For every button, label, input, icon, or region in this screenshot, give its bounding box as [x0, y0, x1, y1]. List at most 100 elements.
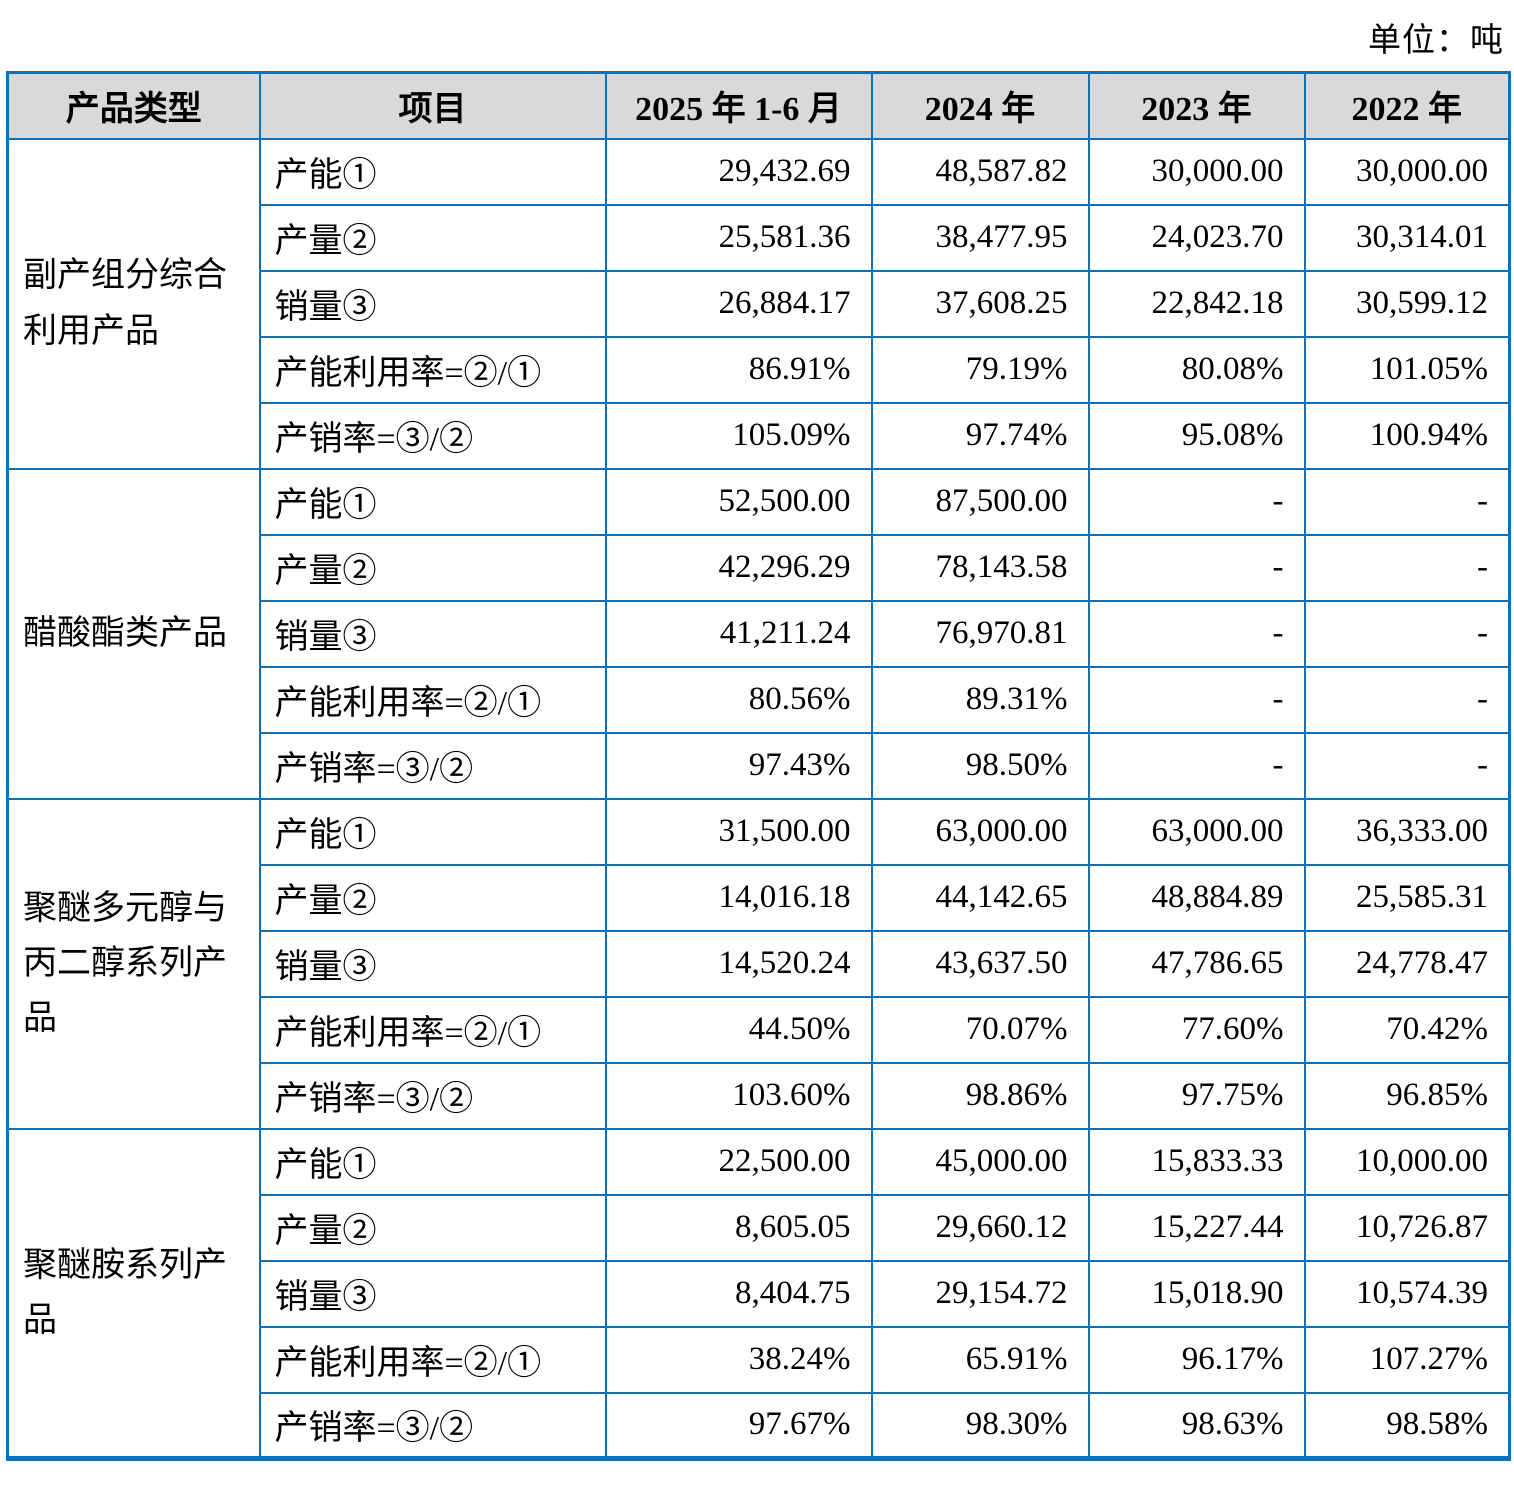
value-cell: 42,296.29	[604, 533, 873, 602]
value-cell: 98.30%	[870, 1391, 1090, 1460]
table-row: 产能利用率=②/① 38.24% 65.91% 96.17% 107.27%	[8, 1325, 1511, 1394]
value-cell: 36,333.00	[1303, 797, 1511, 866]
item-cell: 产销率=③/②	[258, 401, 607, 470]
value-cell: 65.91%	[870, 1325, 1090, 1394]
value-cell: 98.86%	[870, 1061, 1090, 1130]
value-cell: 29,660.12	[870, 1193, 1090, 1262]
value-cell: 79.19%	[870, 335, 1090, 404]
value-cell: 45,000.00	[870, 1127, 1090, 1196]
table-row: 产量② 14,016.18 44,142.65 48,884.89 25,585.31	[8, 863, 1511, 932]
value-cell: 97.74%	[870, 401, 1090, 470]
table-row: 醋酸酯类产品 产能① 52,500.00 87,500.00- -	[6, 467, 1511, 800]
value-cell: 86.91%	[604, 335, 873, 404]
value-cell: 48,587.82	[870, 137, 1090, 206]
value-cell: 38.24%	[604, 1325, 873, 1394]
value-cell: 77.60%	[1087, 995, 1306, 1064]
value-cell: 29,432.69	[604, 137, 873, 206]
value-cell: 103.60%	[604, 1061, 873, 1130]
value-cell: 97.67%	[604, 1391, 873, 1460]
value-cell: 80.56%	[604, 665, 873, 734]
value-cell: 14,016.18	[604, 863, 873, 932]
value-cell: 10,726.87	[1303, 1193, 1511, 1262]
item-cell: 产能利用率=②/①	[258, 995, 607, 1064]
value-cell: 87,500.00	[870, 467, 1090, 536]
value-cell: 30,599.12	[1303, 269, 1511, 338]
product-type-cell: 醋酸酯类产品	[6, 467, 261, 800]
item-cell: 销量③	[258, 599, 607, 668]
item-cell: 产销率=③/②	[258, 1391, 607, 1460]
value-cell: -	[1087, 665, 1306, 734]
table-row: 聚醚多元醇与丙二醇系列产品 产能① 31,500.00 63,000.00 63,000…	[6, 797, 1511, 1130]
value-cell: 98.58%	[1303, 1391, 1511, 1460]
table-row: 产销率=③/② 103.60% 98.86% 97.75% 96.85%	[8, 1061, 1511, 1130]
table-row: 销量③ 26,884.17 37,608.25 22,842.18 30,599.12	[8, 269, 1511, 338]
value-cell: 10,000.00	[1303, 1127, 1511, 1196]
product-type-cell: 聚醚多元醇与丙二醇系列产品	[6, 797, 261, 1130]
item-cell: 产能利用率=②/①	[258, 1325, 607, 1394]
value-cell: 31,500.00	[604, 797, 873, 866]
table-row: 产量② 8,605.05 29,660.12 15,227.44 10,726.87	[8, 1193, 1511, 1262]
table-row: 产销率=③/② 97.67% 98.30% 98.63% 98.58%	[8, 1391, 1511, 1460]
value-cell: 15,833.33	[1087, 1127, 1306, 1196]
column-header-2024: 2024 年	[870, 71, 1090, 140]
value-cell: -	[1303, 467, 1511, 536]
value-cell: 78,143.58	[870, 533, 1090, 602]
value-cell: 15,018.90	[1087, 1259, 1306, 1328]
value-cell: 43,637.50	[870, 929, 1090, 998]
item-cell: 产销率=③/②	[258, 1061, 607, 1130]
table-body: 副产组分综合利用产品 产能① 29,432.69 48,587.82 30,000.00…	[6, 137, 1511, 1460]
value-cell: 10,574.39	[1303, 1259, 1511, 1328]
value-cell: 14,520.24	[604, 929, 873, 998]
item-cell: 产能利用率=②/①	[258, 335, 607, 404]
value-cell: 22,842.18	[1087, 269, 1306, 338]
value-cell: 70.42%	[1303, 995, 1511, 1064]
value-cell: 96.17%	[1087, 1325, 1306, 1394]
value-cell: 107.27%	[1303, 1325, 1511, 1394]
item-cell: 产能利用率=②/①	[258, 665, 607, 734]
value-cell: 97.75%	[1087, 1061, 1306, 1130]
table-header-row: 产品类型 项目 2025 年 1-6 月 2024 年 2023 年 2022 …	[6, 71, 1511, 140]
value-cell: 15,227.44	[1087, 1193, 1306, 1262]
table-row: 产量② 42,296.29 78,143.58- -	[8, 533, 1511, 602]
item-cell: 产量②	[258, 1193, 607, 1262]
value-cell: 8,605.05	[604, 1193, 873, 1262]
item-cell: 产量②	[258, 533, 607, 602]
value-cell: 25,585.31	[1303, 863, 1511, 932]
table-row: 副产组分综合利用产品 产能① 29,432.69 48,587.82 30,000.00…	[6, 137, 1511, 470]
value-cell: -	[1087, 467, 1306, 536]
value-cell: 95.08%	[1087, 401, 1306, 470]
value-cell: 24,778.47	[1303, 929, 1511, 998]
product-type-cell: 副产组分综合利用产品	[6, 137, 261, 470]
value-cell: -	[1087, 731, 1306, 800]
value-cell: 48,884.89	[1087, 863, 1306, 932]
table-row: 产销率=③/② 105.09% 97.74% 95.08% 100.94%	[8, 401, 1511, 470]
value-cell: 44,142.65	[870, 863, 1090, 932]
item-cell: 产能①	[258, 797, 607, 866]
table-row: 聚醚胺系列产品 产能① 22,500.00 45,000.00 15,833.33 10,…	[6, 1127, 1511, 1460]
value-cell: 38,477.95	[870, 203, 1090, 272]
table-row: 产销率=③/② 97.43% 98.50% - -	[8, 731, 1511, 800]
value-cell: 41,211.24	[604, 599, 873, 668]
item-cell: 产销率=③/②	[258, 731, 607, 800]
column-header-2023: 2023 年	[1087, 71, 1306, 140]
value-cell: 30,000.00	[1087, 137, 1306, 206]
value-cell: 63,000.00	[870, 797, 1090, 866]
value-cell: -	[1303, 731, 1511, 800]
column-header-2025h1: 2025 年 1-6 月	[604, 71, 873, 140]
value-cell: -	[1087, 533, 1306, 602]
table-row: 销量③ 14,520.24 43,637.50 47,786.65 24,778.47	[8, 929, 1511, 998]
table-row: 销量③ 8,404.75 29,154.72 15,018.90 10,574.39	[8, 1259, 1511, 1328]
value-cell: 80.08%	[1087, 335, 1306, 404]
item-cell: 产量②	[258, 203, 607, 272]
value-cell: 24,023.70	[1087, 203, 1306, 272]
item-cell: 销量③	[258, 1259, 607, 1328]
item-cell: 产能①	[258, 137, 607, 206]
column-header-product-type: 产品类型	[6, 71, 261, 140]
column-header-2022: 2022 年	[1303, 71, 1511, 140]
item-cell: 销量③	[258, 269, 607, 338]
item-cell: 销量③	[258, 929, 607, 998]
value-cell: -	[1303, 533, 1511, 602]
table-row: 产能利用率=②/① 86.91% 79.19% 80.08% 101.05%	[8, 335, 1511, 404]
value-cell: -	[1087, 599, 1306, 668]
